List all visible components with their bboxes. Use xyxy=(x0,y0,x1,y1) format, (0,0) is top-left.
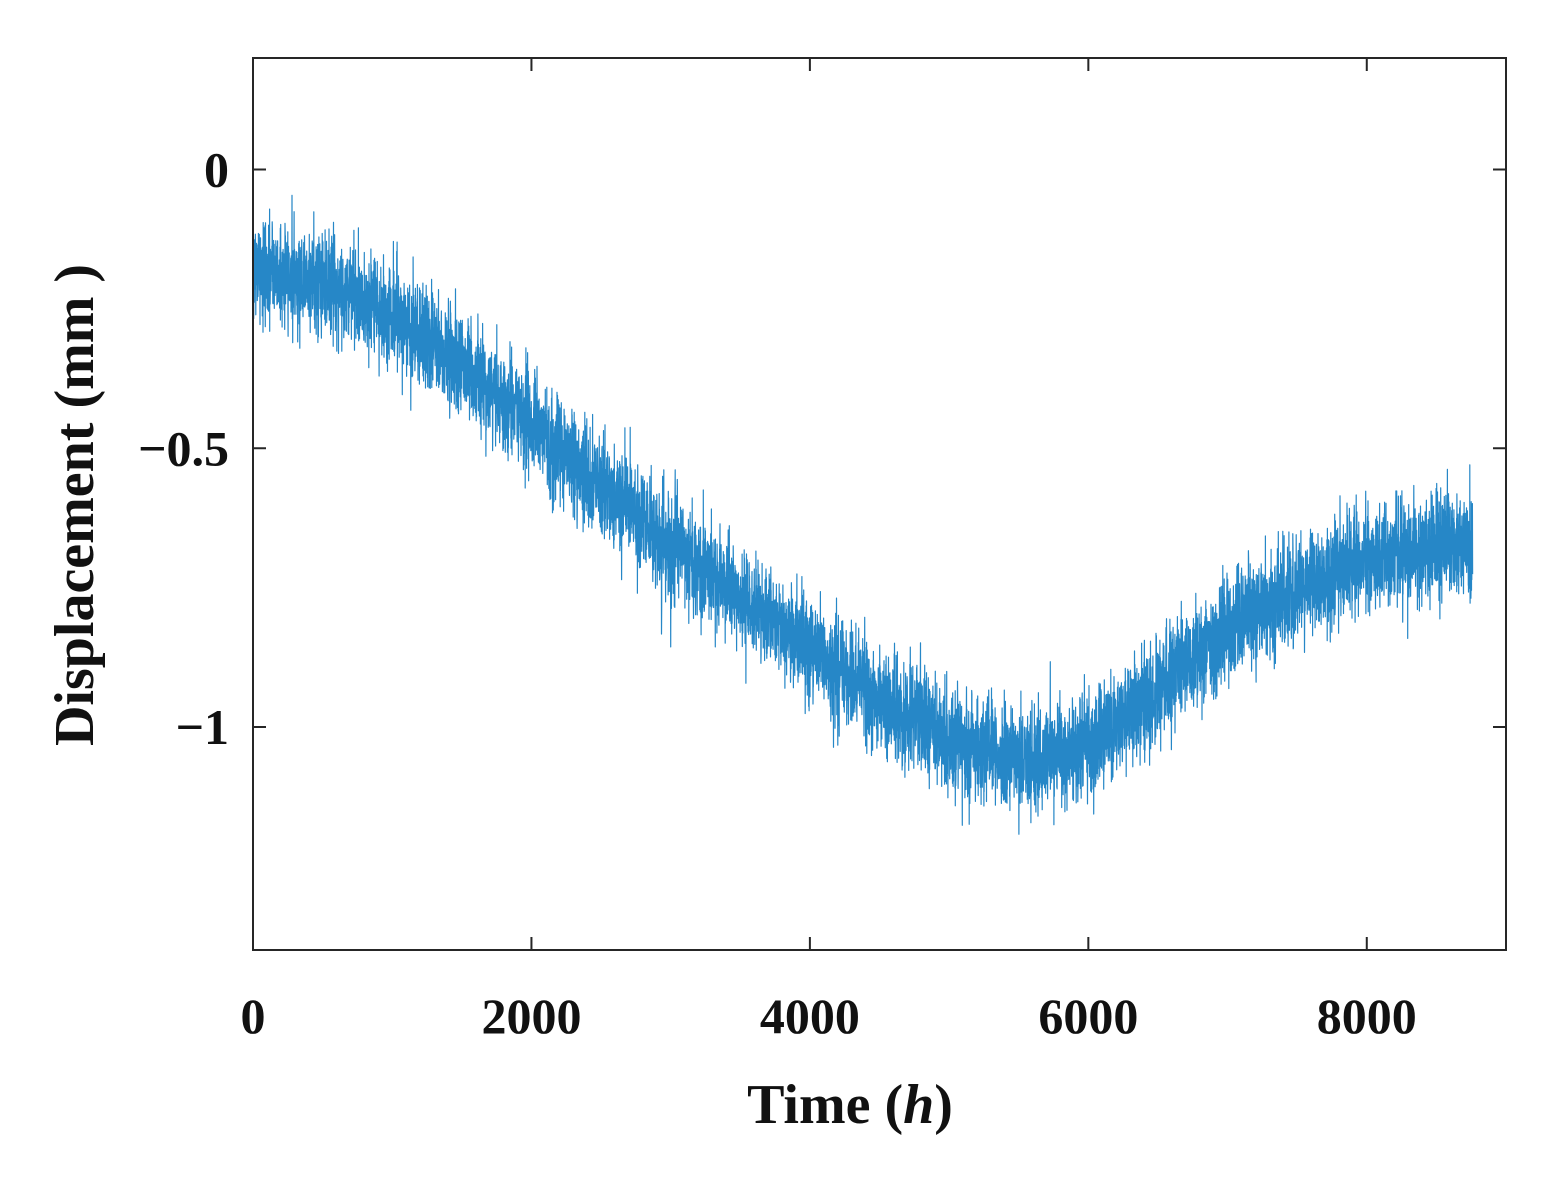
plot-area xyxy=(252,194,1474,835)
x-tick-label: 2000 xyxy=(481,988,581,1044)
x-axis-label-prefix: Time ( xyxy=(747,1074,903,1136)
y-axis-label: Displacement (mm ) xyxy=(44,264,106,746)
y-tick-label: −1 xyxy=(176,699,230,755)
x-tick-label: 0 xyxy=(241,988,266,1044)
axes-frame xyxy=(252,57,1507,951)
axis-ticks: 0 2000 4000 6000 8000 0 −0.5 −1 xyxy=(138,58,1506,1044)
y-tick-label: 0 xyxy=(204,142,229,198)
y-tick-label: −0.5 xyxy=(138,420,229,476)
series-line-displacement xyxy=(252,194,1474,835)
x-tick-label: 8000 xyxy=(1317,988,1417,1044)
x-tick-label: 4000 xyxy=(760,988,860,1044)
x-axis-label-suffix: ) xyxy=(934,1074,953,1136)
x-axis-label: Time (h) xyxy=(747,1074,953,1136)
x-tick-label: 6000 xyxy=(1038,988,1138,1044)
x-axis-label-variable: h xyxy=(903,1074,934,1136)
